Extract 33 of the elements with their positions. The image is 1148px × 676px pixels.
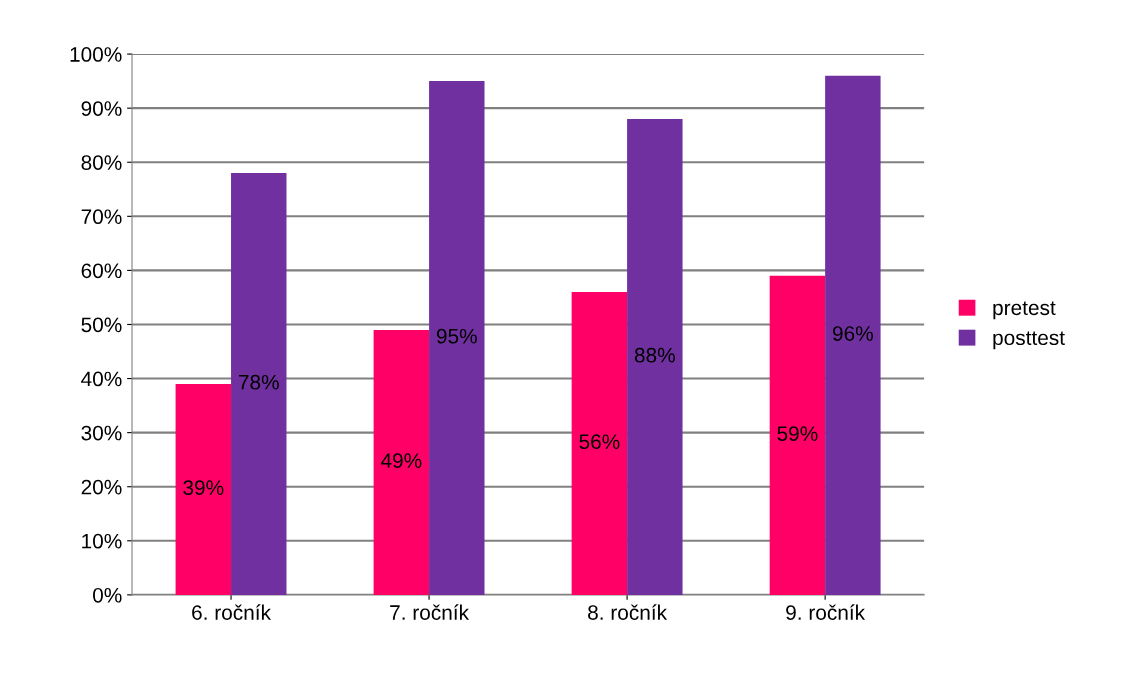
data-label: 39% — [183, 480, 224, 496]
y-tick-label: 70% — [81, 209, 122, 225]
y-tick-label: 30% — [81, 425, 122, 441]
y-tick-label: 80% — [81, 155, 122, 170]
bar — [571, 292, 628, 595]
bar — [175, 383, 232, 595]
bar — [769, 275, 826, 595]
data-label: 95% — [436, 328, 477, 344]
legend-label: pretest — [993, 301, 1056, 320]
y-tick-label: 10% — [82, 533, 122, 549]
y-tick-label: 50% — [81, 317, 122, 333]
bar — [231, 173, 287, 595]
data-label: 49% — [380, 453, 422, 468]
bar — [429, 81, 485, 595]
x-tick-label: 7. ročník — [390, 604, 470, 620]
legend-label: posttest — [993, 331, 1065, 350]
data-label: 96% — [832, 326, 873, 341]
y-tick-label: 40% — [81, 371, 122, 387]
y-tick-label: 60% — [81, 263, 122, 279]
bar — [627, 118, 683, 595]
data-label: 78% — [238, 374, 279, 390]
data-label: 59% — [777, 426, 818, 441]
bar — [825, 75, 881, 595]
x-tick-label: 8. ročník — [588, 604, 668, 620]
data-label: 56% — [579, 434, 620, 450]
x-tick-label: 9. ročník — [786, 604, 866, 620]
y-tick-label: 100% — [70, 47, 122, 62]
y-tick-label: 20% — [81, 479, 122, 495]
y-tick-label: 90% — [81, 101, 122, 116]
x-tick-label: 6. ročník — [192, 604, 272, 620]
data-label: 88% — [634, 347, 675, 363]
bar — [373, 329, 430, 595]
y-tick-label: 0% — [93, 587, 122, 603]
